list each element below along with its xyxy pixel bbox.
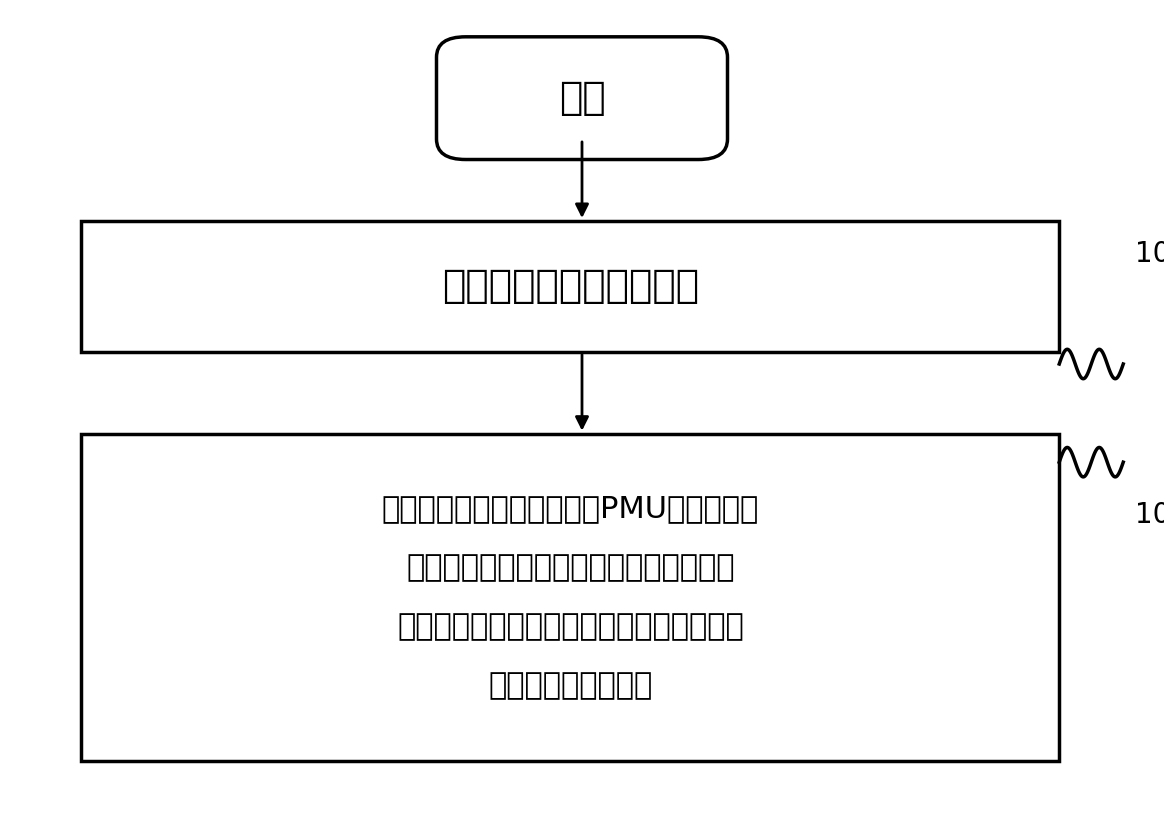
FancyBboxPatch shape (436, 37, 728, 160)
FancyBboxPatch shape (81, 434, 1059, 761)
Text: 隔测量得到的绝对转子角都等于转子角目: 隔测量得到的绝对转子角都等于转子角目 (406, 553, 734, 582)
Text: 标値，或使测量得到的绝对转子角在扰动后: 标値，或使测量得到的绝对转子角在扰动后 (397, 612, 744, 641)
Text: 向转子角目标値复归: 向转子角目标値复归 (488, 671, 653, 700)
Text: 测量发电机的绝对转子角: 测量发电机的绝对转子角 (442, 267, 698, 305)
Text: 控制发电机转子的转速，使PMU按照固定间: 控制发电机转子的转速，使PMU按照固定间 (382, 494, 759, 524)
Text: 开始: 开始 (559, 79, 605, 117)
Text: 102: 102 (1135, 501, 1164, 529)
FancyBboxPatch shape (81, 221, 1059, 352)
Text: 101: 101 (1135, 240, 1164, 267)
